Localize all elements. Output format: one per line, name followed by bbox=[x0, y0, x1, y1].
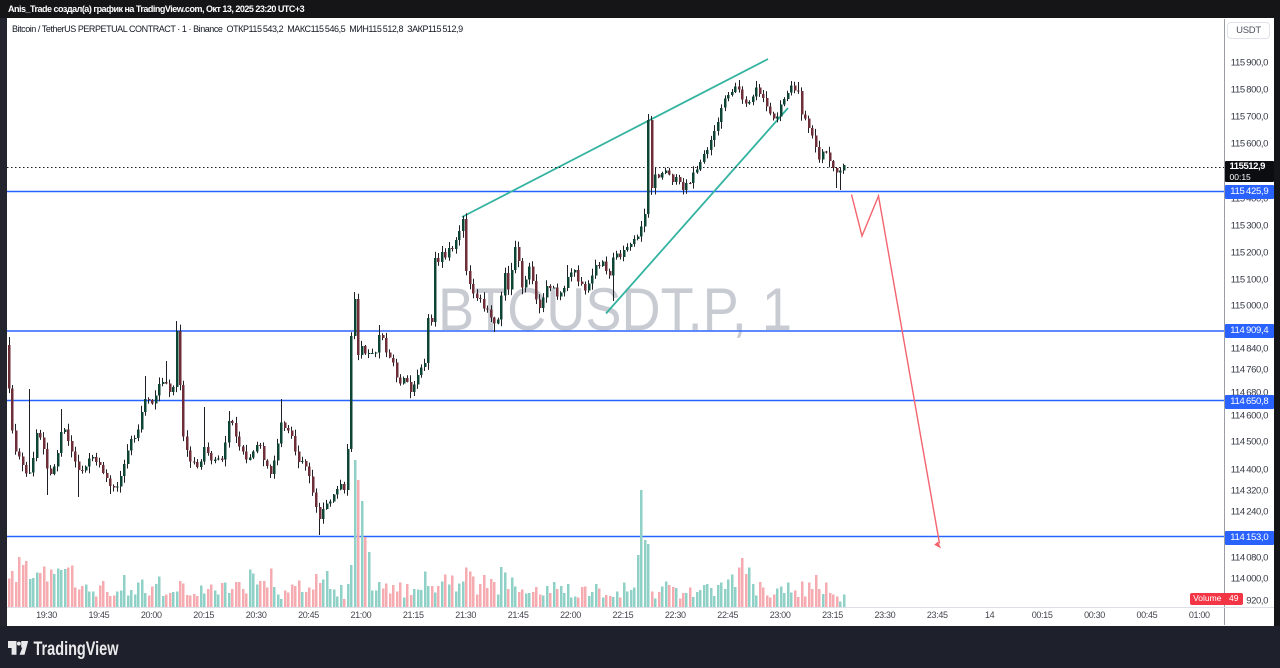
svg-text:TradingView: TradingView bbox=[34, 638, 120, 660]
svg-text:BTCUSDT.P, 1: BTCUSDT.P, 1 bbox=[438, 276, 792, 343]
